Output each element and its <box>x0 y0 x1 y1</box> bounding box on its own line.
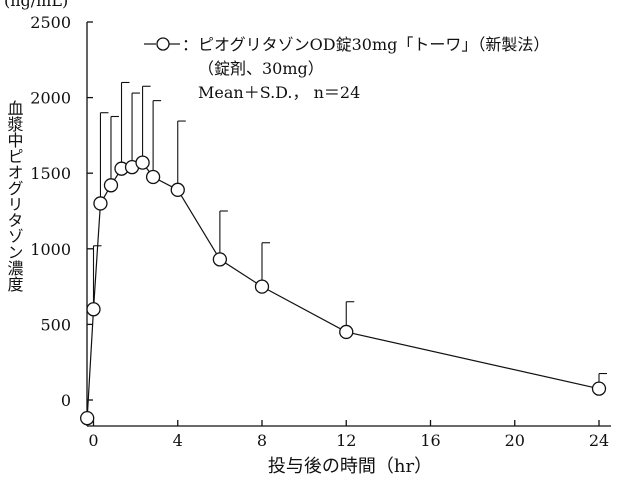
x-tick-label: 12 <box>336 431 356 450</box>
legend-label: ：ピオグリタゾンOD錠30mg「トーワ」（新製法） <box>182 35 549 54</box>
legend-subtitle: （錠剤、30mg） <box>198 59 324 78</box>
data-points <box>80 155 607 426</box>
y-tick-label: 1500 <box>30 164 71 183</box>
y-tick-label: 2500 <box>30 13 71 32</box>
y-axis-label: 血漿中ピオグリタゾン濃度 <box>5 100 24 292</box>
x-tick-label: 16 <box>420 431 440 450</box>
data-point <box>135 155 150 170</box>
x-axis-label: 投与後の時間（hr） <box>268 456 432 477</box>
y-ticks: 0 500 1000 1500 2000 2500 <box>30 13 93 410</box>
y-tick-label: 500 <box>40 315 71 334</box>
error-bars <box>92 81 607 389</box>
x-tick-label: 4 <box>173 431 183 450</box>
data-point <box>170 182 185 197</box>
data-point <box>103 178 119 193</box>
x-tick-label: 24 <box>589 431 609 450</box>
x-tick-label: 20 <box>505 431 525 450</box>
data-point <box>254 279 270 294</box>
x-tick-label: 0 <box>88 431 98 450</box>
x-tick-label: 8 <box>257 431 267 450</box>
data-point <box>93 196 108 211</box>
data-point <box>339 324 354 340</box>
data-point <box>212 252 228 267</box>
y-tick-label: 0 <box>61 391 71 410</box>
data-point <box>591 381 607 396</box>
x-ticks: 0 4 8 12 16 20 24 <box>88 420 609 450</box>
axes <box>86 22 611 427</box>
y-tick-label: 2000 <box>30 89 71 108</box>
data-point <box>86 302 101 317</box>
data-point <box>145 169 161 185</box>
legend-stats: Mean＋S.D.， n＝24 <box>198 83 360 102</box>
y-tick-label: 1000 <box>30 240 71 259</box>
legend-marker <box>156 37 170 51</box>
y-unit-label: (ng/mL) <box>4 0 68 10</box>
data-point <box>80 410 95 426</box>
legend: ：ピオグリタゾンOD錠30mg「トーワ」（新製法） （錠剤、30mg） Mean… <box>144 35 549 102</box>
series-line <box>86 161 600 419</box>
